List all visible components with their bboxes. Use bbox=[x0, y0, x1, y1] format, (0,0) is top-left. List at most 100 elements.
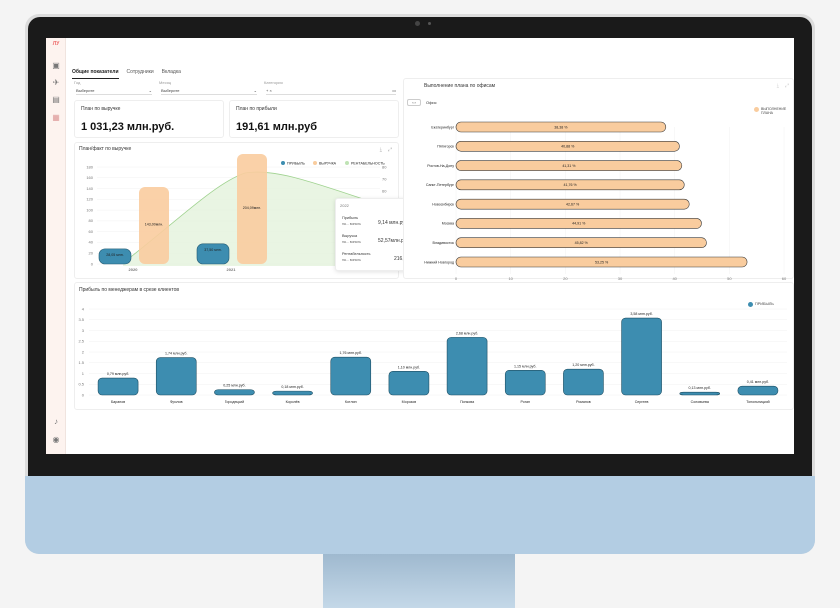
manager-bar-label: 0,79 млн.руб. bbox=[107, 372, 129, 376]
office-bar[interactable] bbox=[455, 237, 707, 249]
legend-profit-label: ПРИБЫЛЬ bbox=[287, 162, 305, 166]
tab-employees[interactable]: Сотрудники bbox=[126, 69, 154, 75]
chevron-down-icon: ⌄ bbox=[148, 88, 152, 93]
kpi-card-revenue: План по выручке 1 031,23 млн.руб. bbox=[74, 100, 224, 138]
tooltip-revenue-name: Выручка bbox=[342, 234, 358, 238]
app-screen: ЛУ ▣ ✈ ▤ ▦ ♪ ◉ Общие показатели Сотрудни… bbox=[46, 38, 794, 454]
offices-bars: Екатеринбург 38,38 % Пятигорск 40,88 % Росто… bbox=[424, 121, 748, 268]
kpi-profit-title: План по прибыли bbox=[236, 106, 277, 112]
y-tick-label: 180 bbox=[86, 164, 93, 169]
filter-category-label: Категория bbox=[264, 80, 283, 85]
office-label: Ростов-На-Дону bbox=[427, 164, 454, 168]
kpi-revenue-value: 1 031,23 млн.руб. bbox=[81, 121, 175, 133]
kpi-card-profit: План по прибыли 191,61 млн.руб bbox=[229, 100, 399, 138]
expand-icon[interactable]: ⤢ bbox=[387, 147, 392, 153]
y2-tick-label: 70 bbox=[382, 176, 387, 181]
kpi-profit-value: 191,61 млн.руб bbox=[236, 121, 318, 133]
manager-bar-label: 0,13 млн.руб. bbox=[689, 386, 711, 390]
plan-fact-svg: ПРИБЫЛЬ ВЫРУЧКА РЕНТАБЕЛЬНОСТЬ 28,05 млн… bbox=[86, 154, 387, 272]
office-bar-label: 45,82 % bbox=[575, 241, 589, 245]
y-tick-label: 100 bbox=[86, 207, 93, 212]
chat-icon[interactable]: ▤ bbox=[52, 95, 60, 104]
office-bar[interactable] bbox=[455, 256, 748, 268]
profit-bar[interactable] bbox=[196, 243, 230, 265]
filter-month-select[interactable]: Выберите ⌄ bbox=[161, 86, 257, 95]
expand-icon[interactable]: ⤢ bbox=[784, 83, 789, 89]
managers-axis: 0 0.5 1 1.5 2 2.5 3 3.5 4 Баранов Фролов Городецкий… bbox=[78, 306, 769, 404]
y-tick-label: 0 bbox=[91, 261, 94, 266]
manager-bar[interactable] bbox=[679, 391, 721, 396]
x-tick-label: 60 bbox=[782, 276, 787, 280]
office-bar[interactable] bbox=[455, 121, 667, 133]
briefcase-icon[interactable]: ▣ bbox=[52, 61, 60, 70]
tab-bar: Общие показатели Сотрудники Вкладка bbox=[72, 69, 181, 79]
revenue-bar[interactable] bbox=[237, 154, 267, 264]
office-bar[interactable] bbox=[455, 140, 680, 152]
manager-bar[interactable] bbox=[563, 368, 604, 396]
tooltip-profit-value: 9,14 млн.руб. bbox=[378, 220, 410, 226]
plan-fact-bars: 28,05 млн. 143,00млн. 37,50 млн. 204,09млн. bbox=[98, 154, 267, 265]
office-bar[interactable] bbox=[455, 160, 683, 171]
manager-bar[interactable] bbox=[388, 371, 430, 396]
office-bar-label: 40,88 % bbox=[561, 145, 575, 149]
x-tick-label: 2021 bbox=[227, 267, 237, 272]
revenue-bar-label: 143,00млн. bbox=[145, 222, 164, 226]
filter-year-value: Выберите bbox=[76, 88, 95, 93]
y-tick-label: 2.5 bbox=[78, 339, 84, 344]
manager-bar[interactable] bbox=[155, 357, 197, 396]
y2-tick-label: 80 bbox=[382, 164, 387, 169]
profit-bar[interactable] bbox=[98, 248, 132, 265]
manager-bar[interactable] bbox=[330, 356, 372, 396]
y-tick-label: 1 bbox=[82, 371, 85, 376]
tab-other[interactable]: Вкладка bbox=[161, 69, 181, 75]
x-tick-label: 40 bbox=[672, 276, 677, 280]
chart-tooltip: 2022 Прибыль на... вонкль 9,14 млн.руб. … bbox=[335, 198, 415, 271]
manager-bar-label: 1,15 млн.руб. bbox=[514, 364, 536, 368]
download-icon[interactable]: ⤓ bbox=[776, 83, 779, 89]
y-tick-label: 3.5 bbox=[78, 317, 84, 322]
manager-bar[interactable] bbox=[621, 317, 662, 396]
user-icon[interactable]: ◉ bbox=[52, 435, 60, 444]
manager-bar[interactable] bbox=[504, 369, 546, 396]
rocket-icon[interactable]: ✈ bbox=[52, 78, 60, 87]
bell-icon[interactable]: ♪ bbox=[54, 417, 58, 426]
revenue-bar-label: 204,09млн. bbox=[243, 206, 262, 210]
x-tick-label: 30 bbox=[618, 276, 623, 280]
manager-bar[interactable] bbox=[97, 377, 139, 396]
office-bar[interactable] bbox=[455, 179, 685, 191]
y-tick-label: 60 bbox=[89, 229, 94, 234]
offices-filter[interactable]: Офис bbox=[426, 100, 437, 105]
manager-name: Баранов bbox=[111, 400, 125, 404]
plan-fact-legend: ПРИБЫЛЬ ВЫРУЧКА РЕНТАБЕЛЬНОСТЬ bbox=[281, 161, 385, 166]
calendar-icon: ▭ bbox=[392, 88, 396, 93]
office-bar[interactable] bbox=[455, 218, 702, 229]
manager-bar[interactable] bbox=[272, 390, 313, 396]
tooltip-profit-sub: на... вонкль bbox=[342, 222, 361, 226]
offices-legend-label: ВЫПОЛНЕНИЕ ПЛАНА bbox=[761, 107, 787, 115]
y-tick-label: 2 bbox=[82, 349, 85, 354]
offices-x-axis: 0 10 20 30 40 50 60 bbox=[455, 276, 787, 280]
main-content: Общие показатели Сотрудники Вкладка Год … bbox=[72, 38, 794, 454]
manager-bar-label: 3,58 млн.руб. bbox=[630, 312, 652, 316]
manager-name: Роган bbox=[521, 400, 530, 404]
tab-general[interactable]: Общие показатели bbox=[72, 69, 119, 79]
y-tick-label: 160 bbox=[86, 175, 93, 180]
profit-bar-label: 28,05 млн. bbox=[106, 253, 124, 257]
manager-bar[interactable] bbox=[737, 385, 779, 396]
office-bar[interactable] bbox=[455, 198, 690, 210]
app-logo[interactable]: ЛУ bbox=[52, 41, 60, 47]
office-label: Екатеринбург bbox=[431, 125, 454, 129]
filter-year-select[interactable]: Выберите ⌄ bbox=[76, 86, 152, 95]
manager-bar[interactable] bbox=[446, 337, 488, 396]
revenue-bar[interactable] bbox=[139, 186, 169, 264]
download-icon[interactable]: ⤓ bbox=[379, 147, 382, 153]
manager-bar-label: 1,20 млн.руб. bbox=[572, 363, 594, 367]
offices-card: Выполнение плана по офисам ‹ › Офис ВЫПО… bbox=[403, 78, 794, 280]
filter-category-select[interactable]: + × ▭ bbox=[266, 86, 396, 95]
y-tick-label: 0.5 bbox=[78, 382, 84, 387]
dashboard-icon[interactable]: ▦ bbox=[52, 113, 60, 122]
plan-fact-title: План/факт по выручке bbox=[79, 146, 132, 152]
collapse-toggle[interactable]: ‹ › bbox=[407, 99, 421, 106]
managers-bars: 0,79 млн.руб. 1,74 млн.руб. 0,25 млн.руб. 0… bbox=[97, 312, 779, 396]
manager-bar[interactable] bbox=[214, 389, 255, 396]
